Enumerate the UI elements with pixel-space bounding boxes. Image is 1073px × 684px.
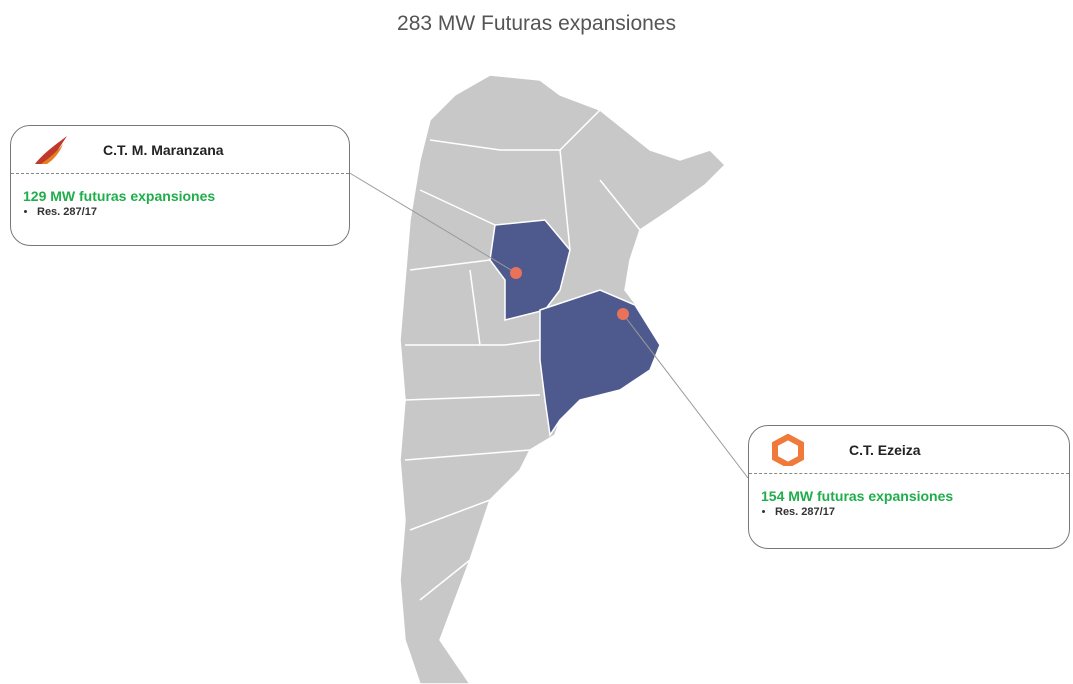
logo [35, 136, 67, 164]
plant-marker [617, 308, 629, 320]
callout: C.T. M. Maranzana 129 MW futuras expansi… [10, 125, 350, 246]
bullets: Res. 287/17 [23, 206, 349, 218]
plant-name: C.T. M. Maranzana [103, 142, 224, 158]
callout: C.T. Ezeiza 154 MW futuras expansiones R… [748, 425, 1070, 549]
leader-line [622, 313, 749, 479]
leader-line [347, 171, 517, 274]
headline: 154 MW futuras expansiones [761, 488, 954, 504]
province-borders [404, 109, 641, 601]
plant-marker [510, 267, 522, 279]
bullets: Res. 287/17 [761, 506, 1069, 518]
province-buenos-aires [539, 289, 661, 438]
callout-header: C.T. M. Maranzana [11, 126, 349, 174]
logo [772, 434, 804, 466]
bullet: Res. 287/17 [37, 206, 349, 218]
bullet: Res. 287/17 [775, 506, 1069, 518]
callout-header: C.T. Ezeiza [749, 426, 1069, 474]
headline: 129 MW futuras expansiones [23, 188, 216, 204]
plant-name: C.T. Ezeiza [849, 442, 921, 458]
title: 283 MW Futuras expansiones [397, 12, 676, 35]
